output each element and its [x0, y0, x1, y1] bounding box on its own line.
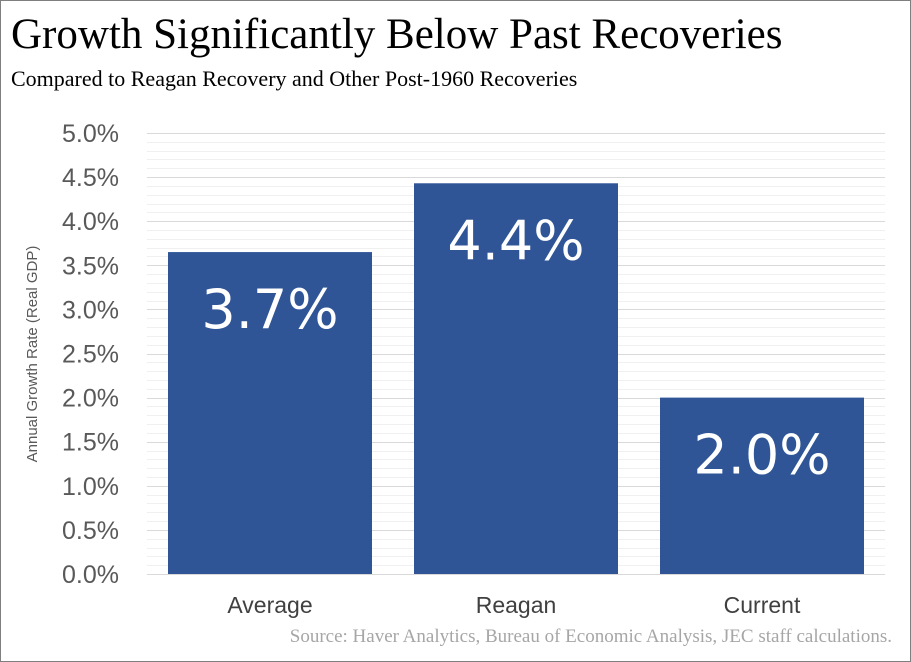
x-tick-label: Current: [724, 592, 801, 618]
y-tick-label: 1.5%: [62, 429, 119, 457]
y-tick-label: 0.0%: [62, 561, 119, 589]
y-tick-label: 0.5%: [62, 517, 119, 545]
data-label: 3.7%: [201, 278, 338, 341]
x-axis-ticks: Average Reagan Current: [227, 592, 801, 618]
source-note: Source: Haver Analytics, Bureau of Econo…: [289, 626, 892, 647]
y-tick-label: 3.0%: [62, 296, 119, 324]
y-tick-label: 4.5%: [62, 164, 119, 192]
chart-subtitle: Compared to Reagan Recovery and Other Po…: [11, 66, 578, 91]
bar-reagan: [414, 183, 618, 575]
bar-current: [660, 397, 864, 574]
y-tick-label: 2.5%: [62, 341, 119, 369]
y-tick-label: 5.0%: [62, 120, 119, 148]
chart-title: Growth Significantly Below Past Recoveri…: [11, 11, 783, 58]
y-tick-label: 2.0%: [62, 385, 119, 413]
bar-average: [168, 252, 372, 574]
x-tick-label: Average: [227, 592, 312, 618]
y-tick-label: 1.0%: [62, 473, 119, 501]
x-tick-label: Reagan: [476, 592, 557, 618]
data-label: 2.0%: [693, 424, 830, 487]
y-axis-ticks: 0.0% 0.5% 1.0% 1.5% 2.0% 2.5% 3.0% 3.5% 4.0% 4.5%…: [62, 120, 119, 589]
y-tick-label: 4.0%: [62, 208, 119, 236]
bars: [168, 183, 864, 575]
data-label: 4.4%: [447, 209, 584, 272]
y-tick-label: 3.5%: [62, 252, 119, 280]
data-labels: 3.7% 4.4% 2.0%: [201, 209, 830, 486]
y-axis-label: Annual Growth Rate (Real GDP): [24, 246, 41, 463]
